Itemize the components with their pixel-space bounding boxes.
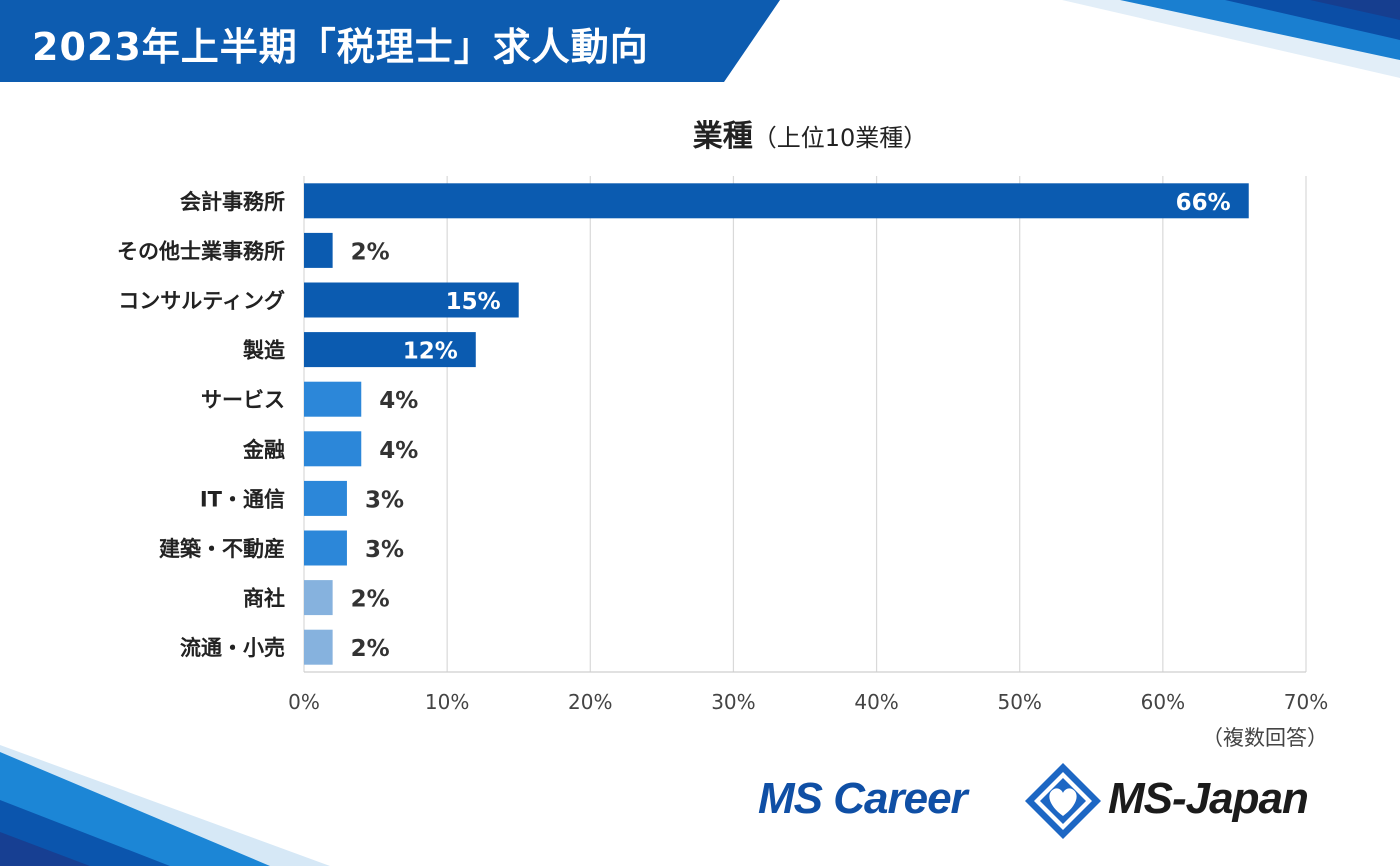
chart-title-main: 業種 <box>693 119 753 154</box>
value-label: 15% <box>446 289 501 315</box>
value-label: 12% <box>403 339 458 365</box>
value-label: 66% <box>1176 190 1231 216</box>
ms-career-logo: MS Career <box>758 774 968 823</box>
value-label: 2% <box>351 587 390 613</box>
chart-title: 業種（上位10業種） <box>693 119 928 154</box>
x-tick-label: 20% <box>568 690 612 714</box>
x-tick-label: 0% <box>288 690 320 714</box>
category-label: 流通・小売 <box>180 636 285 660</box>
bar <box>304 431 362 467</box>
category-label: 建築・不動産 <box>159 537 285 561</box>
category-label: 会計事務所 <box>180 190 285 214</box>
category-label: サービス <box>201 388 285 412</box>
bar <box>304 282 519 318</box>
multiple-answers-note: （複数回答） <box>1202 726 1328 750</box>
bar <box>304 183 1249 219</box>
bar <box>304 629 333 665</box>
chart-title-subtitle: （上位10業種） <box>753 124 928 152</box>
ms-japan-logo: MS-Japan <box>1108 774 1309 823</box>
x-tick-label: 50% <box>997 690 1041 714</box>
value-label: 3% <box>365 537 404 563</box>
bottom-left-stripe <box>0 832 90 866</box>
x-tick-label: 30% <box>711 690 755 714</box>
value-label: 4% <box>379 388 418 414</box>
value-label: 2% <box>351 239 390 265</box>
category-label: IT・通信 <box>200 487 285 511</box>
category-label: 製造 <box>242 339 286 363</box>
x-tick-label: 60% <box>1141 690 1185 714</box>
x-tick-label: 10% <box>425 690 469 714</box>
page-title: 2023年上半期「税理士」求人動向 <box>32 25 649 69</box>
bar <box>304 381 362 417</box>
category-label: その他士業事務所 <box>117 239 285 263</box>
diamond-heart-icon <box>1025 763 1101 839</box>
category-label: 商社 <box>243 587 285 611</box>
bar <box>304 580 333 616</box>
value-label: 3% <box>365 487 404 513</box>
category-label: 金融 <box>242 438 285 462</box>
x-tick-label: 70% <box>1284 690 1328 714</box>
title-banner <box>0 0 780 82</box>
bar <box>304 480 347 516</box>
bar <box>304 530 347 566</box>
logo-area: MS Career MS-Japan <box>750 760 1370 840</box>
bar <box>304 232 333 268</box>
x-tick-label: 40% <box>854 690 898 714</box>
category-label: コンサルティング <box>118 289 285 313</box>
value-label: 4% <box>379 438 418 464</box>
top-right-stripe <box>1310 0 1400 20</box>
bar <box>304 332 476 368</box>
value-label: 2% <box>351 636 390 662</box>
